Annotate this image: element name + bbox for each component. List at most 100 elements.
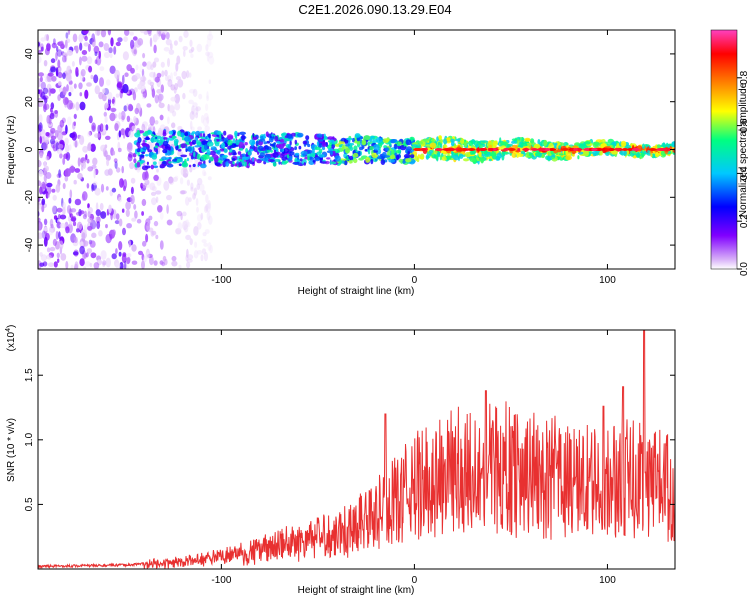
heatmap-cell	[193, 187, 198, 196]
heatmap-cell	[57, 124, 63, 133]
heatmap-cell	[446, 155, 452, 160]
heatmap-cell	[47, 40, 51, 45]
heatmap-cell	[151, 230, 157, 236]
heatmap-cell	[184, 220, 188, 229]
heatmap-cell	[189, 141, 193, 147]
heatmap-cell	[281, 156, 288, 161]
heatmap-peak-cell	[667, 148, 671, 151]
heatmap-cell	[194, 158, 199, 165]
heatmap-cell	[109, 65, 116, 75]
heatmap-cell	[38, 232, 43, 240]
heatmap-cell	[201, 239, 207, 244]
heatmap-cell	[141, 260, 145, 269]
heatmap-cell	[422, 138, 430, 142]
heatmap-cell	[62, 86, 67, 96]
heatmap-cell	[77, 157, 81, 167]
heatmap-cell	[183, 49, 186, 58]
heatmap-cell	[77, 172, 83, 180]
heatmap-cell	[186, 221, 191, 228]
heatmap-cell	[76, 221, 83, 231]
heatmap-cell	[205, 202, 211, 213]
heatmap-cell	[102, 262, 106, 268]
heatmap-cell	[87, 225, 93, 231]
heatmap-cell	[306, 149, 313, 154]
heatmap-cell	[205, 51, 211, 57]
snr-ylabel: SNR (10 * v/v)	[6, 418, 17, 482]
heatmap-cell	[216, 150, 221, 155]
heatmap-cell	[205, 44, 209, 52]
heatmap-cell	[163, 47, 170, 52]
heatmap-peak-cell	[545, 148, 550, 151]
heatmap-cell	[71, 131, 77, 141]
heatmap-cell	[364, 149, 368, 152]
heatmap-cell	[451, 154, 454, 159]
heatmap-cell	[93, 168, 96, 179]
heatmap-cell	[121, 165, 124, 174]
heatmap-cell	[194, 145, 201, 148]
heatmap-cell	[338, 141, 345, 145]
heatmap-cell	[133, 204, 137, 210]
heatmap-cell	[38, 122, 43, 132]
heatmap-cell	[206, 211, 211, 221]
heatmap-cell	[87, 203, 90, 209]
heatmap-cell	[67, 30, 71, 35]
heatmap-peak-cell	[531, 148, 538, 151]
heatmap-cell	[48, 87, 52, 97]
heatmap-cell	[94, 51, 98, 57]
heatmap-cell	[128, 130, 134, 138]
heatmap-cell	[53, 215, 58, 220]
heatmap-cell	[403, 153, 411, 159]
heatmap-peak-cell	[591, 148, 598, 151]
heatmap-cell	[105, 186, 109, 191]
heatmap-cell	[38, 221, 43, 231]
heatmap-cell	[133, 116, 137, 123]
heatmap-cell	[100, 250, 107, 260]
heatmap-cell	[316, 133, 323, 138]
heatmap-cell	[66, 84, 69, 92]
heatmap-cell	[128, 239, 131, 248]
heatmap-cell	[196, 153, 201, 160]
heatmap-cell	[66, 38, 71, 43]
heatmap-cell	[149, 116, 155, 126]
heatmap-cell	[142, 52, 146, 59]
heatmap-cell	[57, 72, 63, 79]
heatmap-cell	[283, 137, 290, 142]
heatmap-cell	[73, 83, 77, 89]
heatmap-cell	[199, 163, 207, 169]
heatmap-cell	[65, 32, 69, 39]
heatmap-cell	[104, 144, 108, 149]
heatmap-cell	[511, 152, 517, 158]
heatmap-cell	[268, 158, 271, 162]
heatmap-cell	[188, 99, 194, 105]
heatmap-peak-cell	[660, 148, 664, 151]
heatmap-cell	[94, 59, 98, 64]
heatmap-cell	[136, 167, 141, 173]
heatmap-cell	[43, 103, 47, 113]
heatmap-cell	[42, 73, 48, 79]
heatmap-cell	[328, 148, 333, 151]
heatmap-cell	[179, 190, 186, 195]
heatmap-cell	[66, 49, 73, 56]
heatmap-cell	[56, 148, 63, 154]
heatmap-cell	[178, 264, 182, 269]
heatmap-cell	[430, 138, 436, 142]
heatmap-cell	[75, 101, 80, 111]
heatmap-cell	[121, 115, 125, 122]
heatmap-cell	[203, 171, 207, 177]
heatmap-cell	[302, 153, 306, 157]
heatmap-cell	[358, 146, 364, 151]
heatmap-cell	[38, 97, 44, 107]
heatmap-cell	[161, 70, 165, 77]
heatmap-cell	[83, 42, 90, 47]
heatmap-cell	[584, 141, 591, 145]
heatmap-cell	[191, 131, 196, 135]
heatmap-cell	[231, 158, 236, 162]
heatmap-cell	[238, 148, 244, 151]
heatmap-cell	[622, 150, 627, 157]
heatmap-cell	[593, 141, 600, 146]
heatmap-peak-cell	[435, 148, 444, 151]
heatmap-cell	[265, 131, 269, 137]
heatmap-cell	[138, 154, 145, 158]
heatmap-cell	[39, 252, 43, 257]
heatmap-cell	[252, 156, 255, 162]
